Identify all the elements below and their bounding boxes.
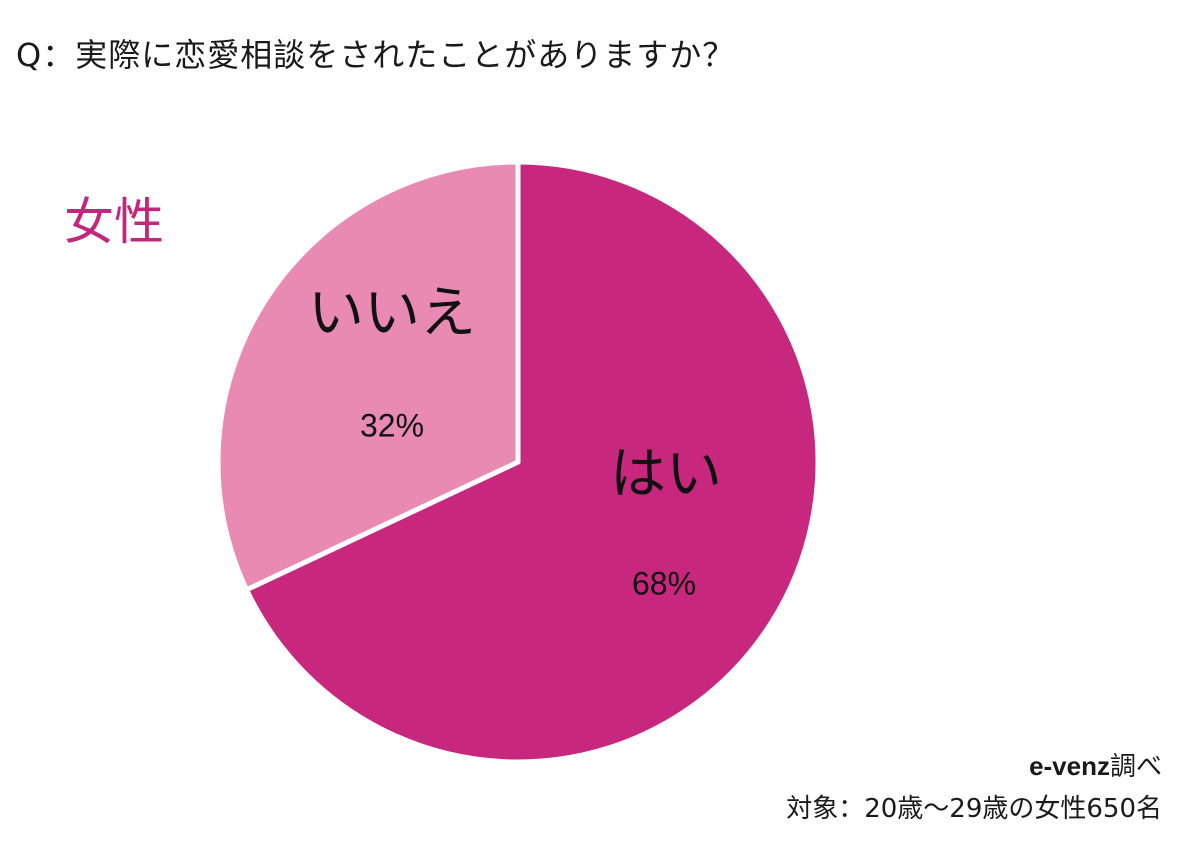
question-title: Q：実際に恋愛相談をされたことがありますか？ xyxy=(16,36,736,74)
source-suffix: 調べ xyxy=(1109,752,1162,782)
slice-label-yes: はい xyxy=(610,442,722,507)
group-label-female: 女性 xyxy=(64,193,164,251)
pie-slice-no xyxy=(215,159,521,593)
slice-label-no: いいえ xyxy=(308,281,476,346)
survey-target: 対象：20歳〜29歳の女性650名 xyxy=(786,794,1162,824)
source-credit: e-venz調べ xyxy=(1029,746,1162,783)
slice-value-no: 32% xyxy=(360,407,424,443)
slice-value-yes: 68% xyxy=(632,565,696,601)
source-brand: e-venz xyxy=(1029,751,1110,781)
pie-slice-yes xyxy=(244,159,821,765)
